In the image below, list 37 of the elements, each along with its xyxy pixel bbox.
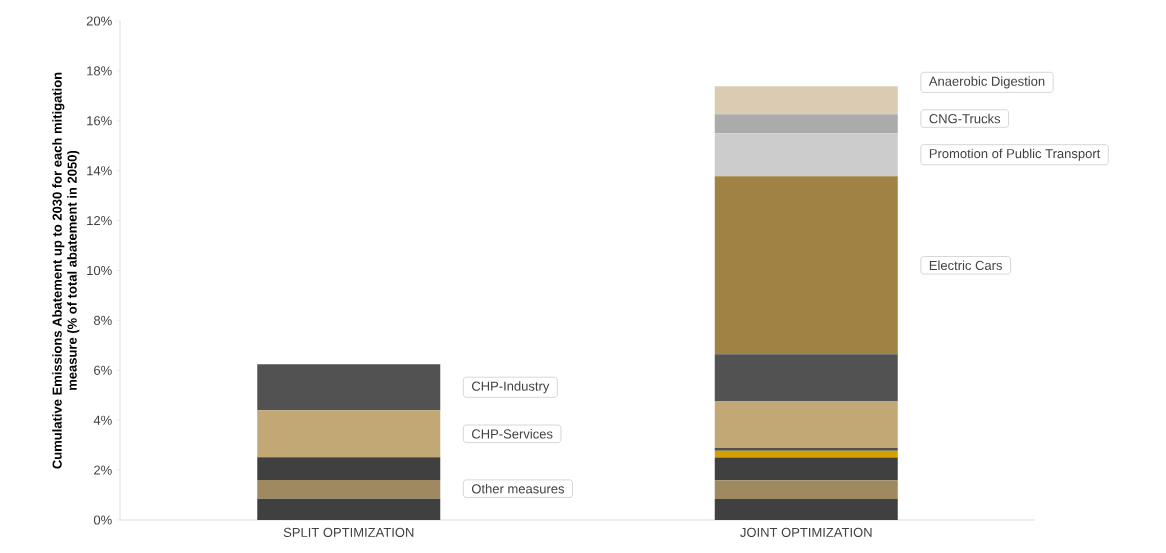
x-tick-label: SPLIT OPTIMIZATION bbox=[283, 527, 414, 537]
text: CHP-Industry bbox=[471, 381, 550, 394]
y-tick-label: 14% bbox=[87, 166, 112, 176]
bar bbox=[714, 400, 898, 448]
bar bbox=[714, 499, 898, 520]
bar bbox=[714, 447, 898, 451]
annotation: Other measures bbox=[471, 483, 565, 494]
bar bbox=[714, 457, 898, 481]
bar bbox=[257, 480, 441, 499]
x-tick-label: JOINT OPTIMIZATION bbox=[740, 527, 872, 537]
bar bbox=[714, 114, 898, 134]
bar bbox=[257, 410, 441, 458]
bar bbox=[257, 457, 441, 481]
bar bbox=[714, 176, 898, 355]
y-tick-label: 0% bbox=[93, 515, 112, 525]
bar bbox=[257, 498, 441, 520]
bar bbox=[714, 354, 898, 401]
y-tick-label: 10% bbox=[87, 265, 112, 276]
bar bbox=[714, 133, 898, 177]
y-tick-label: 8% bbox=[93, 315, 112, 325]
y-axis-title: Cumulative Emissions Abatement up to 2030 for each mitigation measure (% of total abatement in 2050) bbox=[52, 72, 80, 469]
bar bbox=[257, 364, 441, 411]
bar bbox=[714, 450, 898, 458]
y-tick-label: 4% bbox=[93, 415, 112, 425]
text: CNG-Trucks bbox=[929, 113, 1001, 124]
bar bbox=[714, 86, 898, 115]
y-tick-label: 12% bbox=[87, 216, 112, 226]
y-tick-label: 2% bbox=[94, 465, 112, 475]
text: Anaerobic Digestion bbox=[928, 76, 1045, 89]
y-tick-label: 18% bbox=[87, 66, 112, 76]
y-tick-label: 16% bbox=[87, 116, 112, 126]
bar bbox=[714, 480, 898, 500]
text: Promotion of Public Transport bbox=[929, 148, 1101, 161]
y-tick-label: 6% bbox=[94, 365, 112, 375]
y-tick-label: 20% bbox=[86, 16, 112, 26]
text: Electric Cars bbox=[929, 260, 1003, 271]
text: CHP-Services bbox=[471, 429, 553, 439]
